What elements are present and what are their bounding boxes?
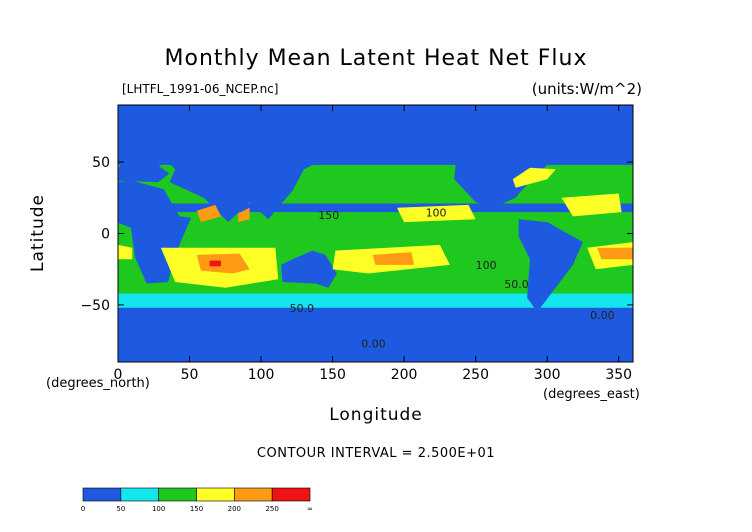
land-asia	[160, 126, 376, 223]
colorbar-tick-label: 250	[265, 505, 278, 513]
y-unit-label: (degrees_north)	[46, 376, 150, 391]
high-flux-north-atlantic	[561, 193, 622, 217]
colorbar-swatch	[82, 487, 122, 502]
very-high-flux-south-indian	[196, 253, 250, 274]
land-antarctica	[118, 336, 633, 362]
high-flux-north-pacific	[397, 204, 476, 223]
high-flux-bay-of-bengal	[238, 207, 250, 223]
colorbar-tick-label: 0	[81, 505, 85, 513]
units-label: (units:W/m^2)	[531, 80, 642, 98]
y-tick-label: −50	[80, 298, 110, 314]
x-unit-label: (degrees_east)	[543, 387, 640, 402]
colorbar-tick-label: 100	[152, 505, 165, 513]
colorbar-tick-label: 150	[190, 505, 203, 513]
contour-label: 150	[318, 209, 339, 222]
y-tick-label: 0	[101, 227, 110, 243]
x-tick-label: 50	[181, 367, 199, 383]
colorbar-swatch	[196, 487, 235, 502]
colorbar-tick-label: ∞	[307, 505, 313, 513]
contour-interval: CONTOUR INTERVAL = 2.500E+01	[256, 446, 496, 461]
source-label: [LHTFL_1991-06_NCEP.nc]	[122, 82, 279, 96]
land-europe	[118, 155, 170, 183]
high-flux-gulf-stream	[512, 167, 556, 188]
colorbar-tick-label: 200	[228, 505, 241, 513]
contour-label: 50.0	[504, 278, 529, 291]
lat-band	[118, 293, 633, 308]
colorbar-swatch	[234, 487, 273, 502]
x-axis-label: Longitude	[329, 405, 423, 425]
contour-label: 100	[476, 259, 497, 272]
x-tick-label: 0	[114, 367, 123, 383]
contour-label: 50.0	[290, 302, 315, 315]
contour-label: 0.00	[361, 338, 386, 351]
colorbar-swatch	[158, 487, 197, 502]
land-australia	[281, 250, 337, 288]
contour-label: 100	[426, 206, 447, 219]
land-greenland	[547, 116, 605, 148]
x-tick-label: 350	[605, 367, 632, 383]
y-tick-label: 50	[92, 155, 110, 171]
x-tick-label: 300	[534, 367, 561, 383]
chart-title: Monthly Mean Latent Heat Net Flux	[164, 46, 588, 71]
very-high-flux-south-atlantic	[597, 247, 633, 260]
land-north-america	[389, 130, 548, 208]
x-tick-label: 200	[391, 367, 418, 383]
high-flux-arabian-sea	[196, 204, 221, 223]
very-high-flux-south-pacific	[372, 252, 415, 265]
x-tick-label: 150	[319, 367, 346, 383]
x-tick-label: 250	[462, 367, 489, 383]
colorbar-swatch	[120, 487, 159, 502]
x-tick-label: 100	[248, 367, 275, 383]
high-flux-gulf-of-guinea	[118, 244, 133, 260]
colorbar-swatch	[271, 487, 311, 502]
map-fill-group	[118, 105, 633, 362]
land-south-america	[518, 219, 583, 312]
colorbar-tick-label: 50	[116, 505, 125, 513]
contour-label: 0.00	[590, 309, 615, 322]
peak-flux-south-indian	[209, 260, 221, 267]
